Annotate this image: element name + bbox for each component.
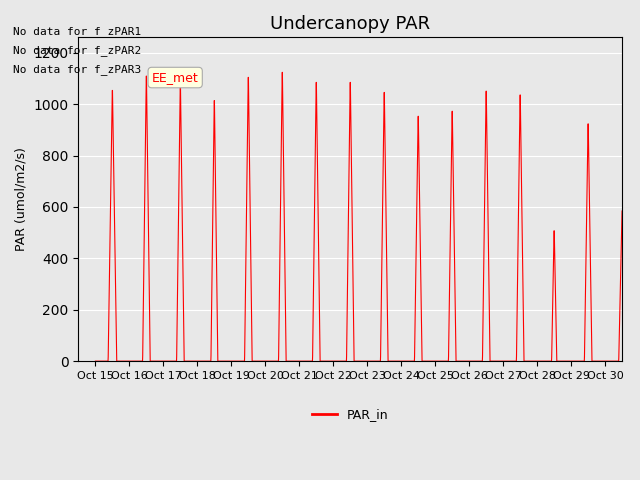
Text: No data for f_zPAR1: No data for f_zPAR1 <box>13 25 141 36</box>
Y-axis label: PAR (umol/m2/s): PAR (umol/m2/s) <box>15 147 28 251</box>
Title: Undercanopy PAR: Undercanopy PAR <box>270 15 430 33</box>
Text: EE_met: EE_met <box>152 71 198 84</box>
Text: No data for f_zPAR3: No data for f_zPAR3 <box>13 64 141 75</box>
Text: No data for f_zPAR2: No data for f_zPAR2 <box>13 45 141 56</box>
Legend: PAR_in: PAR_in <box>307 403 394 426</box>
